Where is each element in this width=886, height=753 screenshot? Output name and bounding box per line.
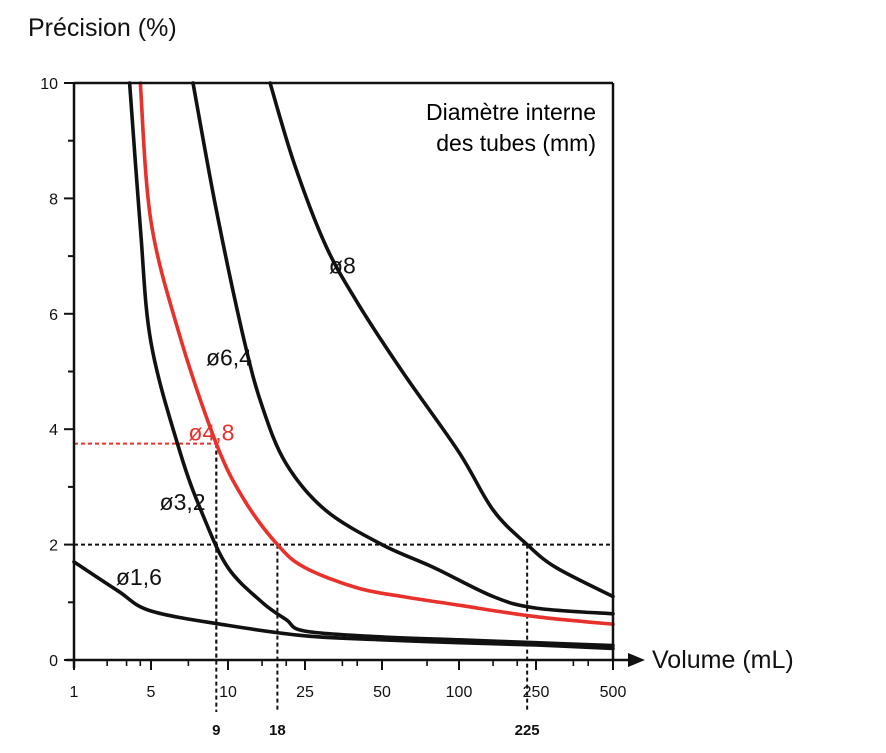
curve-3-2 <box>127 81 615 648</box>
axes: 0 2 4 6 8 10 1 5 10 25 50 100 250 500 <box>40 76 645 701</box>
y-axis-label: Précision (%) <box>28 14 177 42</box>
y-tick-label: 10 <box>40 76 58 93</box>
series-labels: ø1,6 ø3,2 ø4,8 ø6,4 ø8 <box>116 252 356 590</box>
x-tick-label: 100 <box>446 684 473 701</box>
legend-title-line-2: des tubes (mm) <box>436 130 596 156</box>
y-tick-label: 0 <box>49 653 58 670</box>
series-curves <box>72 81 615 651</box>
legend-title-line-1: Diamètre interne <box>426 99 596 125</box>
x-tick-label: 1 <box>70 684 79 701</box>
guide-lines: 9 18 225 <box>74 442 613 739</box>
highlight-x-label: 225 <box>515 722 540 739</box>
label-8: ø8 <box>329 252 356 278</box>
curve-8 <box>268 81 615 599</box>
x-tick-label: 25 <box>296 684 314 701</box>
label-1-6: ø1,6 <box>116 564 162 590</box>
label-4-8: ø4,8 <box>188 420 234 446</box>
x-tick-label: 5 <box>147 684 156 701</box>
highlight-x-label: 18 <box>269 722 286 739</box>
y-tick-label: 2 <box>49 538 58 555</box>
y-tick-label: 8 <box>49 191 58 208</box>
x-axis-label: Volume (mL) <box>652 646 794 674</box>
x-axis-arrow <box>628 653 645 667</box>
y-tick-label: 4 <box>49 422 58 439</box>
x-tick-label: 250 <box>523 684 550 701</box>
x-tick-label: 500 <box>600 684 627 701</box>
y-tick-label: 6 <box>49 307 58 324</box>
x-tick-label: 10 <box>219 684 237 701</box>
x-tick-label: 50 <box>373 684 391 701</box>
label-6-4: ø6,4 <box>206 345 252 371</box>
curve-4-8 <box>138 81 615 626</box>
highlight-x-label: 9 <box>212 722 220 739</box>
curve-6-4 <box>191 81 615 616</box>
curve-1-6 <box>72 560 615 651</box>
label-3-2: ø3,2 <box>160 489 206 515</box>
